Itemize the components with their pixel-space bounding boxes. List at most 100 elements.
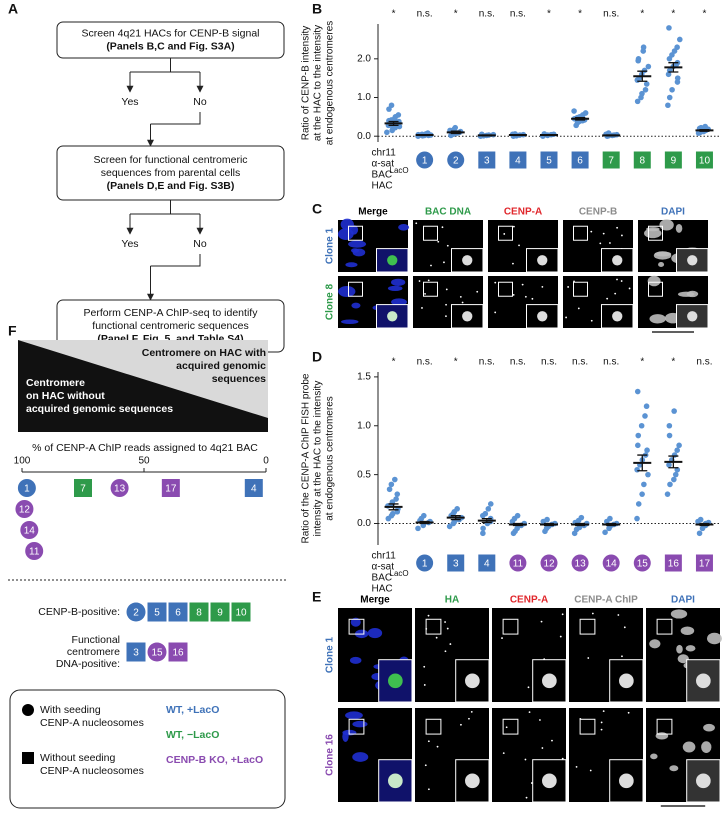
- significance: *: [392, 9, 396, 20]
- inset-signal: [462, 311, 473, 322]
- data-point: [635, 56, 642, 62]
- significance: *: [392, 357, 396, 368]
- chromosome: [398, 224, 410, 231]
- signal-dot: [541, 285, 544, 288]
- clone-marker: [602, 151, 620, 169]
- data-point: [643, 81, 650, 87]
- data-point: [388, 102, 395, 109]
- error-bar: [512, 133, 523, 137]
- clone-marker: [695, 151, 713, 169]
- roi-box: [579, 618, 596, 635]
- signal-dot: [609, 242, 611, 244]
- triangle-text: acquired genomic sequences: [26, 403, 173, 415]
- signal-dot: [575, 766, 578, 768]
- data-point: [674, 75, 681, 81]
- signal-dot: [494, 311, 497, 314]
- y-tick-label: 1.0: [357, 420, 371, 431]
- inset-signal: [388, 773, 403, 789]
- clone-label: 8: [196, 608, 202, 619]
- data-point: [394, 491, 401, 497]
- significance: *: [703, 9, 707, 20]
- clone-label: 6: [577, 156, 583, 167]
- error-bar: [606, 522, 617, 527]
- chromosome: [706, 632, 722, 645]
- signal-dot: [427, 740, 430, 743]
- data-point: [645, 63, 652, 70]
- panel-label: E: [312, 589, 321, 605]
- signal-dot: [559, 635, 562, 638]
- roi-box: [348, 618, 365, 635]
- signal-dot: [600, 721, 603, 724]
- chromosome: [647, 275, 661, 287]
- inset-signal: [612, 311, 623, 322]
- inset-signal: [696, 773, 711, 789]
- flow-ref: (Panels D,E and Fig. S3B): [107, 180, 235, 192]
- clone-label: 15: [637, 559, 649, 570]
- signal-dot: [628, 287, 631, 290]
- signal-dot: [418, 280, 421, 282]
- data-point: [634, 98, 641, 105]
- data-point: [676, 36, 683, 43]
- category-label: α-sat: [372, 159, 395, 170]
- signal-dot: [502, 752, 505, 755]
- data-point: [640, 44, 647, 51]
- inset-signal: [387, 311, 398, 322]
- clone-marker: [509, 554, 527, 572]
- flow-text: sequences from parental cells: [101, 167, 241, 179]
- set-label: CENP-B-positive:: [38, 606, 120, 618]
- data-point: [571, 108, 577, 114]
- signal-dot: [524, 295, 527, 298]
- data-point: [480, 530, 486, 537]
- data-point: [638, 422, 645, 429]
- signal-dot: [423, 684, 426, 686]
- signal-dot: [441, 226, 444, 229]
- data-point: [393, 496, 399, 502]
- data-point: [674, 44, 680, 51]
- row-label: Clone 1: [325, 637, 336, 674]
- x-axis-label: % of CENP-A ChIP reads assigned to 4q21 …: [32, 442, 258, 454]
- signal-dot: [435, 636, 438, 639]
- chromosome: [685, 645, 696, 652]
- signal-dot: [617, 614, 620, 616]
- flow-line: [130, 200, 200, 215]
- signal-dot: [539, 719, 541, 721]
- significance: *: [578, 9, 582, 20]
- data-point: [667, 481, 673, 488]
- column-header: Merge: [358, 207, 388, 218]
- chromosome: [351, 302, 361, 309]
- inset-signal: [537, 255, 548, 266]
- roi-box: [648, 281, 663, 297]
- inset-signal: [542, 773, 557, 789]
- chromosome: [680, 626, 695, 636]
- clone-marker: [571, 151, 589, 169]
- chromosome: [669, 765, 679, 772]
- signal-dot: [621, 655, 623, 658]
- set-label: DNA-positive:: [56, 658, 120, 670]
- chromosome: [677, 654, 689, 664]
- signal-dot: [444, 621, 446, 623]
- inset: [378, 759, 413, 803]
- error-bar: [388, 120, 399, 127]
- data-point: [602, 529, 608, 536]
- legend-text: WT, −LacO: [166, 729, 219, 741]
- clone-label: 11: [513, 559, 524, 570]
- legend-shape: [22, 752, 34, 764]
- data-point: [607, 515, 613, 522]
- inset-signal: [687, 311, 698, 322]
- data-point: [452, 124, 459, 131]
- y-axis-label: Ratio of CENP-B intensity: [301, 26, 312, 141]
- data-point: [639, 491, 645, 497]
- error-bar: [575, 522, 586, 527]
- signal-dot: [443, 261, 445, 264]
- clone-label: 15: [151, 648, 163, 659]
- clone-label: 1: [24, 484, 30, 495]
- clone-label: 11: [29, 547, 40, 558]
- signal-dot: [518, 244, 520, 247]
- error-bar: [512, 522, 523, 527]
- signal-dot: [561, 757, 564, 760]
- significance: *: [671, 9, 675, 20]
- column-header: CENP-A: [504, 207, 542, 218]
- chromosome: [649, 314, 666, 324]
- data-point: [666, 25, 672, 31]
- signal-dot: [445, 303, 447, 306]
